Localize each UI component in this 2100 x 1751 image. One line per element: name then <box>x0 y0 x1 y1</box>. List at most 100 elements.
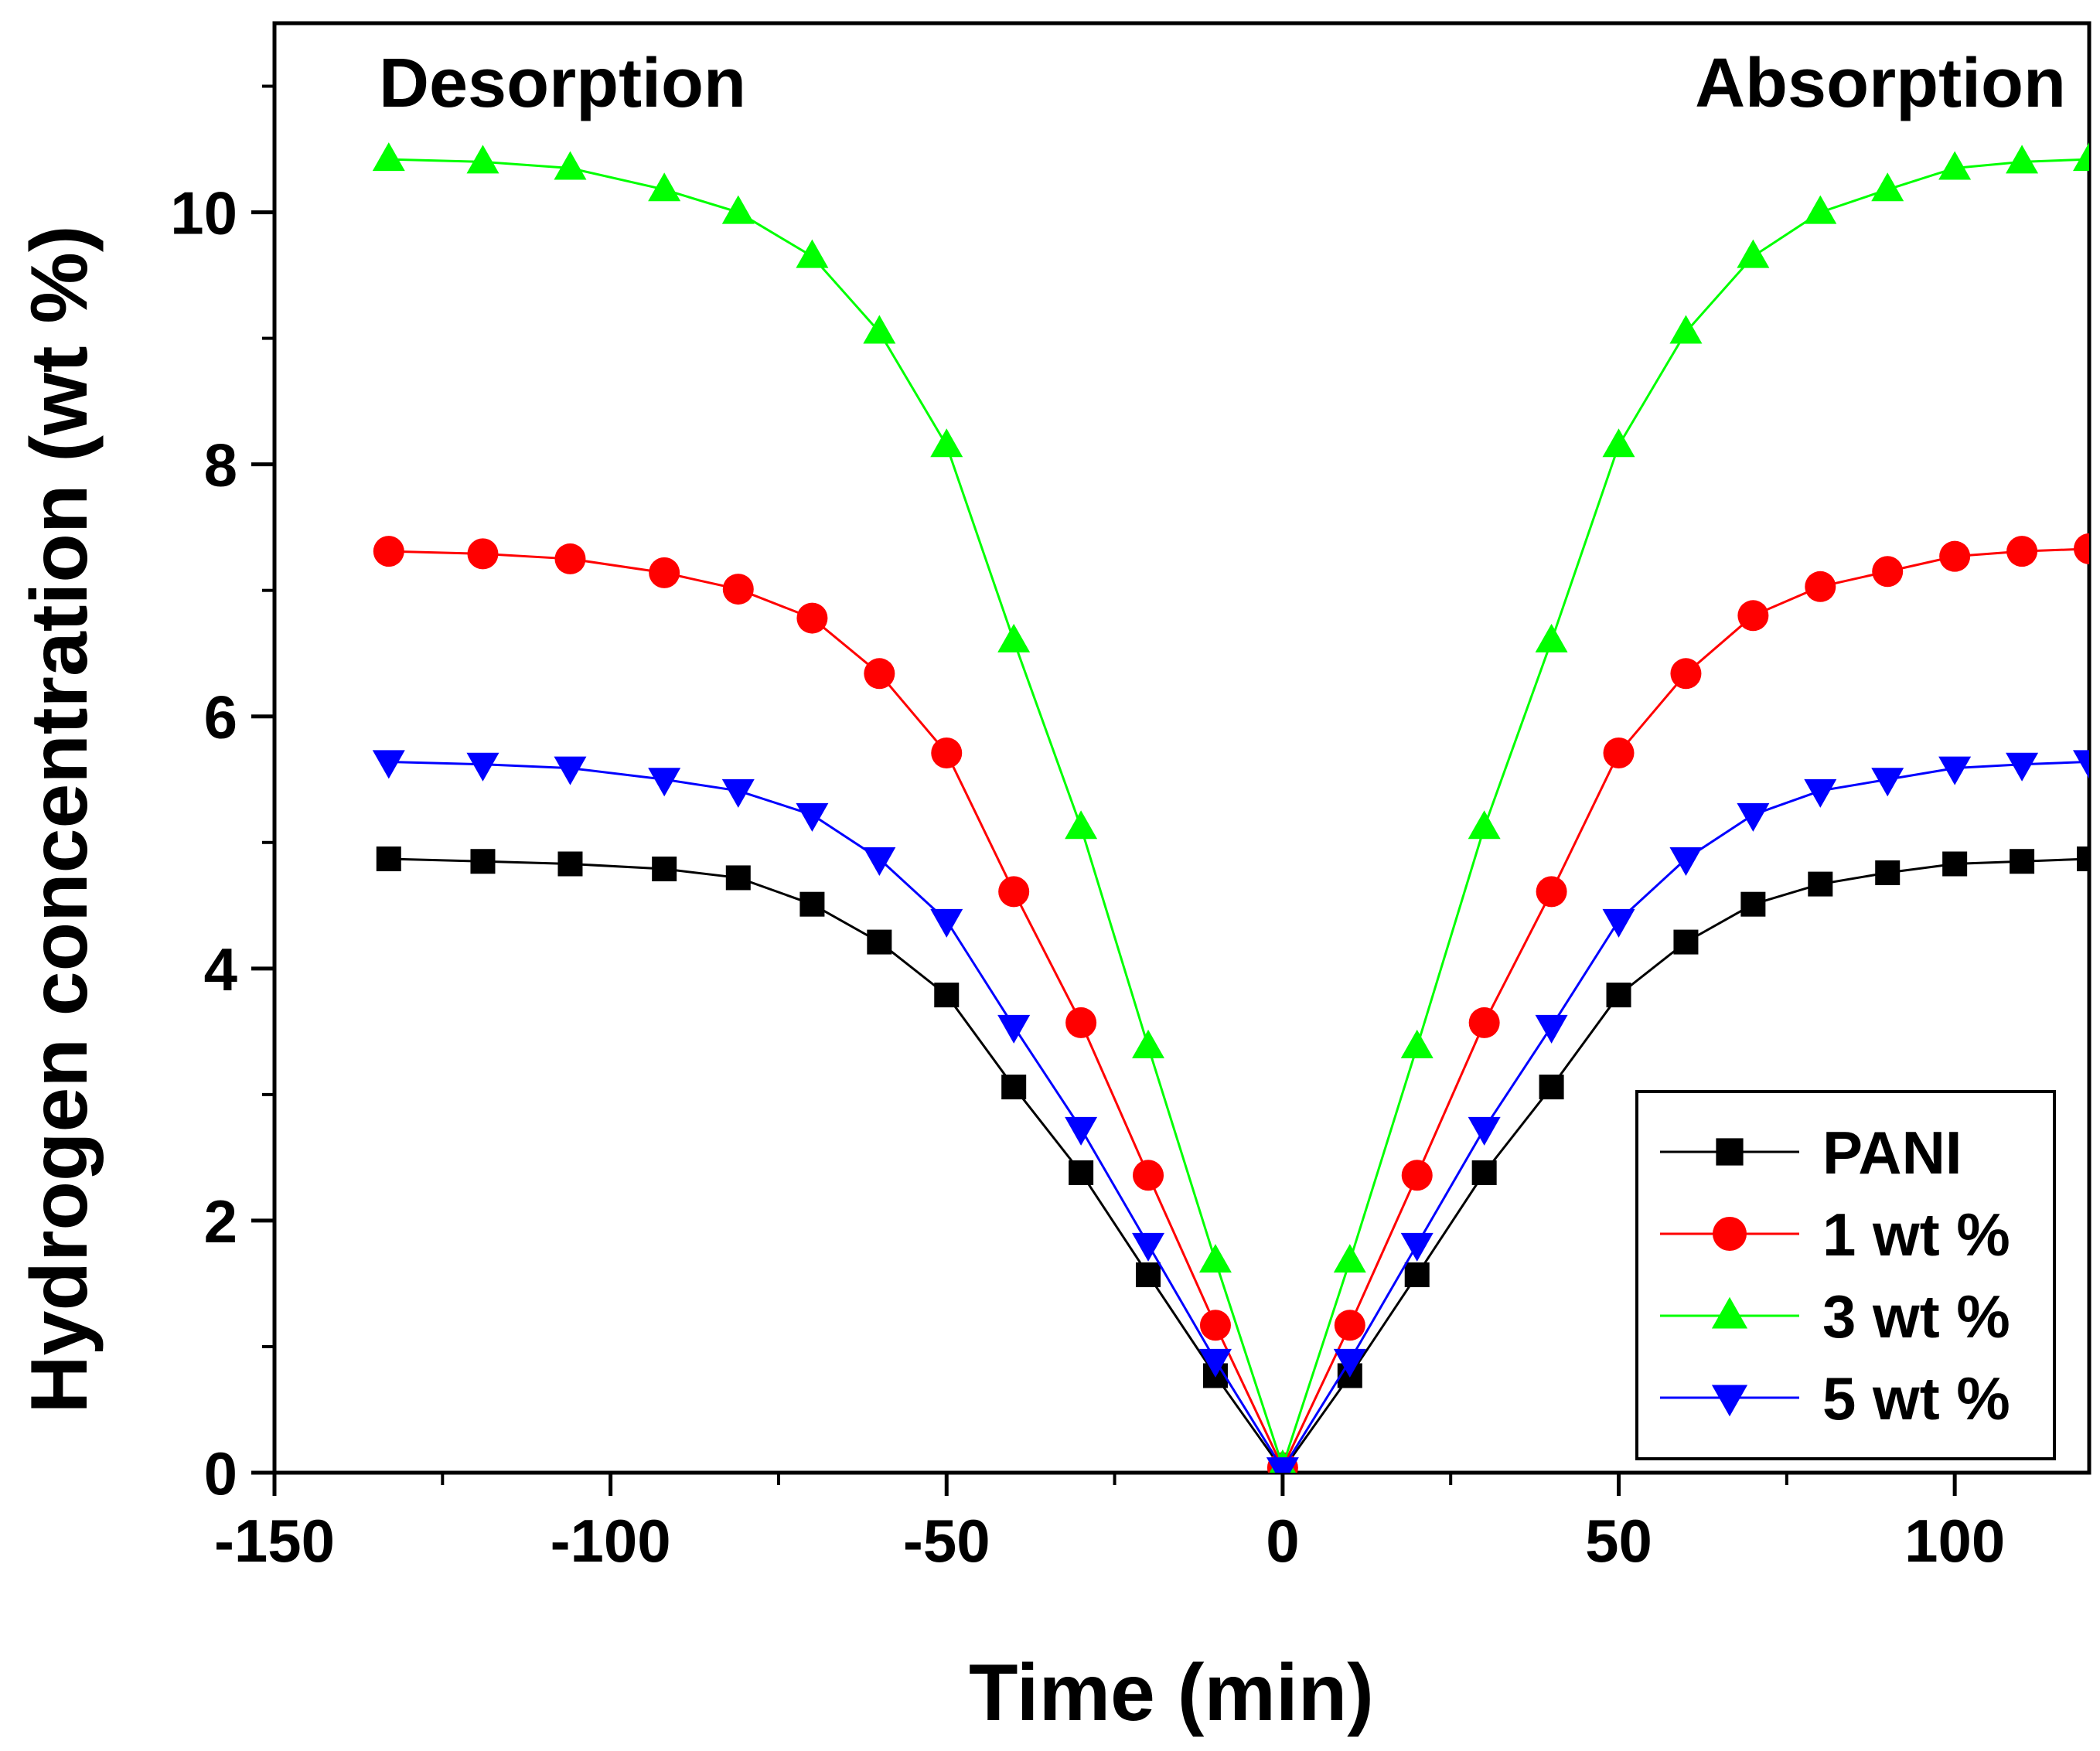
data-point <box>1136 1262 1161 1288</box>
data-point <box>1535 623 1568 652</box>
data-point <box>467 538 499 570</box>
data-point <box>1939 540 1971 572</box>
data-point <box>2077 846 2089 871</box>
data-point <box>1804 778 1837 808</box>
data-point <box>1198 1348 1232 1378</box>
data-point <box>470 849 496 874</box>
y-tick-label: 8 <box>204 431 237 499</box>
data-point <box>1673 929 1699 955</box>
data-point <box>1737 802 1770 832</box>
data-point <box>554 756 587 785</box>
data-point <box>1942 851 1968 877</box>
x-axis: -150 -100 -50 0 50 100 <box>214 1473 2005 1575</box>
data-point <box>648 172 681 202</box>
data-point <box>1065 1116 1098 1146</box>
data-point <box>1069 1160 1094 1185</box>
data-point <box>1535 1014 1568 1044</box>
legend-item: 1 wt % <box>1660 1201 2010 1269</box>
data-point <box>1471 1160 1497 1185</box>
y-tick-label: 4 <box>204 935 237 1003</box>
data-point <box>930 428 963 458</box>
data-point <box>997 1014 1031 1044</box>
data-point <box>1669 847 1703 876</box>
x-axis-title: Time (min) <box>969 1648 1374 1738</box>
data-point <box>1740 891 1766 917</box>
data-point <box>466 145 499 174</box>
data-point <box>1875 860 1901 885</box>
data-point <box>796 602 828 634</box>
data-point <box>1938 756 1972 785</box>
data-point <box>867 929 892 955</box>
data-point <box>1065 1007 1097 1038</box>
data-point <box>554 151 587 180</box>
data-point <box>1606 983 1631 1008</box>
data-point <box>648 768 681 797</box>
legend-label: 5 wt % <box>1822 1364 2010 1432</box>
data-point <box>1737 239 1770 268</box>
data-point <box>863 847 896 876</box>
legend-item: PANI <box>1660 1119 1962 1187</box>
data-point <box>1669 315 1703 344</box>
data-point <box>998 876 1030 908</box>
data-point <box>934 983 960 1008</box>
data-point <box>1266 1457 1299 1473</box>
y-axis-title: Hydrogen concentration (wt %) <box>15 226 104 1414</box>
data-point <box>721 778 755 808</box>
legend-marker <box>1711 1296 1748 1329</box>
legend: PANI 1 wt % 3 wt % 5 wt % <box>1635 1090 2056 1460</box>
legend-label: 1 wt % <box>1822 1201 2010 1269</box>
data-point <box>1602 908 1635 938</box>
data-point <box>376 846 401 871</box>
x-tick-label: -150 <box>214 1507 335 1575</box>
annotation-absorption: Absorption <box>1695 45 2066 122</box>
series-5-wt- <box>372 750 2089 1473</box>
data-point <box>1808 871 1833 897</box>
data-point <box>2073 750 2089 779</box>
data-point <box>1133 1160 1164 1191</box>
y-tick-label: 10 <box>170 179 237 247</box>
data-point <box>1805 571 1836 602</box>
data-point <box>1468 1116 1501 1146</box>
data-point <box>1804 195 1837 224</box>
data-point <box>1198 1244 1232 1273</box>
data-point <box>1539 1075 1564 1100</box>
data-point <box>1670 658 1702 690</box>
data-point <box>372 142 405 172</box>
x-tick-label: 50 <box>1585 1507 1652 1575</box>
data-point <box>722 574 754 605</box>
data-point <box>2006 145 2039 174</box>
data-point <box>1334 1310 1365 1341</box>
data-point <box>1333 1348 1366 1378</box>
data-point <box>2006 752 2039 782</box>
data-point <box>649 557 680 588</box>
data-point <box>1065 810 1098 840</box>
data-point <box>1737 600 1769 632</box>
data-point <box>1132 1232 1165 1262</box>
data-point <box>466 752 499 782</box>
legend-marker <box>1716 1138 1744 1166</box>
data-point <box>554 543 586 574</box>
y-tick-label: 0 <box>204 1439 237 1507</box>
legend-marker <box>1713 1217 1747 1251</box>
data-point <box>1872 556 1904 588</box>
x-tick-label: 0 <box>1266 1507 1299 1575</box>
x-tick-label: 100 <box>1904 1507 2005 1575</box>
legend-item: 5 wt % <box>1660 1364 2010 1432</box>
legend-label: 3 wt % <box>1822 1283 2010 1351</box>
data-point <box>1536 876 1567 908</box>
data-point <box>557 851 583 877</box>
data-point <box>1404 1262 1430 1288</box>
data-point <box>2006 536 2038 567</box>
legend-item: 3 wt % <box>1660 1283 2010 1351</box>
legend-label: PANI <box>1822 1119 1962 1187</box>
plot-frame <box>272 21 2091 1475</box>
data-point <box>2074 533 2089 564</box>
data-point <box>1001 1075 1027 1100</box>
data-point <box>725 865 751 891</box>
data-point <box>1400 1029 1434 1058</box>
data-point <box>1468 1007 1500 1038</box>
y-tick-label: 2 <box>204 1187 237 1255</box>
data-point <box>997 623 1031 652</box>
data-point <box>1602 428 1635 458</box>
